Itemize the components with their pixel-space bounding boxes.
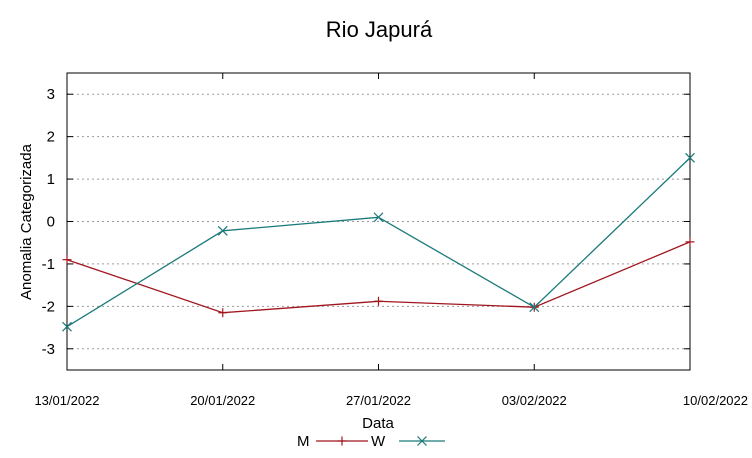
legend-label-m: M	[297, 433, 310, 450]
y-tick-label: -3	[42, 341, 55, 358]
legend-label-w: W	[371, 433, 386, 450]
y-tick-label: -2	[42, 298, 55, 315]
marker-stroke	[217, 225, 228, 236]
y-tick-label: 3	[47, 86, 55, 103]
marker-stroke	[62, 321, 72, 332]
x-tick-label: 20/01/2022	[190, 393, 255, 408]
grid-lines	[67, 93, 690, 350]
series-group	[62, 152, 695, 332]
legend-marker-m	[337, 436, 347, 446]
data-point-w	[62, 321, 72, 332]
data-point-w	[529, 302, 540, 313]
legend-marker-w	[417, 436, 427, 446]
marker-stroke	[685, 152, 695, 163]
data-point-m	[218, 308, 228, 318]
data-point-m	[62, 255, 72, 265]
y-tick-label: -1	[42, 256, 55, 273]
y-tick-label: 0	[47, 214, 55, 231]
data-point-w	[373, 212, 384, 223]
y-axis-ticks: 3 2 1 0 -1 -2 -3	[42, 86, 690, 358]
x-tick-label: 03/02/2022	[502, 393, 567, 408]
marker-stroke	[529, 302, 540, 313]
data-point-m	[685, 237, 695, 247]
x-axis-ticks: 13/01/2022 20/01/2022 27/01/2022 03/02/2022…	[34, 73, 748, 408]
data-point-w	[217, 225, 228, 236]
x-axis-label: Data	[362, 415, 394, 432]
data-point-w	[685, 152, 695, 163]
chart-title: Rio Japurá	[326, 17, 433, 42]
x-tick-label: 27/01/2022	[346, 393, 411, 408]
x-tick-label: 13/01/2022	[34, 393, 99, 408]
data-point-m	[374, 296, 383, 306]
y-tick-label: 2	[47, 129, 55, 146]
x-tick-label: 10/02/2022	[683, 393, 748, 408]
y-axis-label: Anomalia Categorizada	[18, 143, 35, 300]
marker-stroke	[373, 212, 384, 223]
marker-stroke	[417, 436, 427, 446]
y-tick-label: 1	[47, 171, 55, 188]
